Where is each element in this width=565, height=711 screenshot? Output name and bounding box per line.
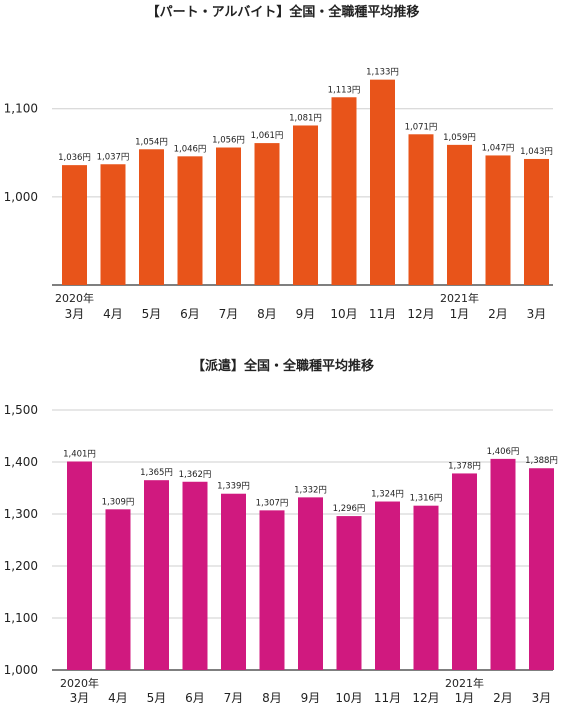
data-label: 1,309円 bbox=[102, 497, 135, 507]
x-tick-label: 8月 bbox=[257, 307, 277, 321]
bar bbox=[216, 147, 241, 285]
data-label: 1,059円 bbox=[443, 133, 476, 143]
data-label: 1,401円 bbox=[63, 449, 96, 459]
bar bbox=[144, 480, 169, 670]
x-tick-label: 2月 bbox=[488, 307, 508, 321]
data-label: 1,036円 bbox=[58, 153, 91, 163]
bar bbox=[490, 458, 516, 670]
bar bbox=[485, 155, 511, 285]
y-tick-label: 1,100 bbox=[4, 611, 38, 625]
year-label: 2020年 bbox=[60, 676, 99, 690]
data-label: 1,081円 bbox=[289, 113, 322, 123]
x-tick-label: 6月 bbox=[185, 691, 205, 705]
year-label: 2021年 bbox=[440, 291, 479, 305]
x-tick-label: 6月 bbox=[180, 307, 200, 321]
bar bbox=[524, 158, 549, 285]
data-label: 1,133円 bbox=[366, 68, 399, 78]
x-tick-label: 12月 bbox=[412, 691, 439, 705]
data-label: 1,047円 bbox=[482, 143, 515, 153]
x-tick-label: 11月 bbox=[374, 691, 401, 705]
data-label: 1,332円 bbox=[294, 485, 327, 495]
bar bbox=[221, 493, 246, 670]
bar bbox=[177, 156, 203, 285]
x-tick-label: 5月 bbox=[142, 307, 162, 321]
bar bbox=[105, 509, 131, 670]
data-label: 1,339円 bbox=[217, 482, 250, 492]
x-tick-label: 11月 bbox=[369, 307, 396, 321]
y-tick-label: 1,200 bbox=[4, 559, 38, 573]
data-label: 1,388円 bbox=[525, 456, 558, 466]
dispatch-wage-chart: 【派遣】全国・全職種平均推移 1,000 1,100 1,200 1,300 1,400… bbox=[4, 358, 558, 705]
x-tick-label: 7月 bbox=[224, 691, 244, 705]
x-tick-label: 7月 bbox=[219, 307, 239, 321]
bar bbox=[67, 461, 92, 670]
bar bbox=[408, 134, 434, 285]
data-label: 1,037円 bbox=[97, 152, 130, 162]
bar bbox=[62, 165, 87, 285]
y-tick-label: 1,000 bbox=[4, 190, 38, 204]
x-tick-label: 4月 bbox=[103, 307, 123, 321]
x-tick-label: 9月 bbox=[296, 307, 316, 321]
x-tick-label: 1月 bbox=[450, 307, 470, 321]
y-tick-label: 1,100 bbox=[4, 102, 38, 116]
chart-title: 【派遣】全国・全職種平均推移 bbox=[192, 358, 374, 374]
y-tick-label: 1,000 bbox=[4, 663, 38, 677]
x-tick-label: 1月 bbox=[455, 691, 475, 705]
bar bbox=[254, 143, 280, 285]
data-label: 1,316円 bbox=[410, 494, 443, 504]
chart-title: 【パート・アルバイト】全国・全職種平均推移 bbox=[147, 4, 420, 20]
data-label: 1,056円 bbox=[212, 136, 245, 146]
bar bbox=[452, 473, 477, 670]
bar bbox=[100, 164, 126, 285]
bar bbox=[259, 510, 285, 670]
bar bbox=[182, 481, 208, 670]
data-label: 1,054円 bbox=[135, 137, 168, 147]
y-tick-label: 1,400 bbox=[4, 455, 38, 469]
data-label: 1,043円 bbox=[520, 147, 553, 157]
y-tick-label: 1,500 bbox=[4, 403, 38, 417]
data-label: 1,071円 bbox=[405, 122, 438, 132]
bar bbox=[447, 144, 472, 285]
bar bbox=[336, 516, 362, 670]
data-label: 1,406円 bbox=[487, 447, 520, 457]
data-label: 1,378円 bbox=[448, 461, 481, 471]
x-tick-label: 8月 bbox=[262, 691, 282, 705]
part-time-wage-chart: 【パート・アルバイト】全国・全職種平均推移 1,000 1,100 1,036円 3月… bbox=[4, 4, 553, 321]
bar bbox=[139, 149, 164, 285]
data-label: 1,061円 bbox=[251, 131, 284, 141]
bar bbox=[293, 125, 318, 285]
x-tick-label: 4月 bbox=[108, 691, 128, 705]
x-tick-label: 3月 bbox=[527, 307, 547, 321]
y-tick-label: 1,300 bbox=[4, 507, 38, 521]
bar bbox=[413, 505, 439, 670]
bar bbox=[331, 97, 357, 286]
bar bbox=[529, 468, 554, 670]
x-tick-label: 3月 bbox=[65, 307, 85, 321]
bar bbox=[298, 497, 323, 670]
bar bbox=[370, 79, 395, 285]
x-tick-label: 10月 bbox=[335, 691, 362, 705]
x-tick-label: 12月 bbox=[407, 307, 434, 321]
x-tick-label: 3月 bbox=[70, 691, 90, 705]
data-label: 1,296円 bbox=[333, 504, 366, 514]
data-label: 1,307円 bbox=[256, 498, 289, 508]
year-label: 2020年 bbox=[55, 291, 94, 305]
data-label: 1,113円 bbox=[328, 85, 361, 95]
x-tick-label: 9月 bbox=[301, 691, 321, 705]
x-tick-label: 10月 bbox=[330, 307, 357, 321]
x-tick-label: 3月 bbox=[532, 691, 552, 705]
data-label: 1,046円 bbox=[174, 144, 207, 154]
x-tick-label: 2月 bbox=[493, 691, 513, 705]
data-label: 1,362円 bbox=[179, 470, 212, 480]
data-label: 1,324円 bbox=[371, 490, 404, 500]
x-tick-label: 5月 bbox=[147, 691, 167, 705]
data-label: 1,365円 bbox=[140, 468, 173, 478]
year-label: 2021年 bbox=[445, 676, 484, 690]
bar bbox=[375, 501, 400, 670]
